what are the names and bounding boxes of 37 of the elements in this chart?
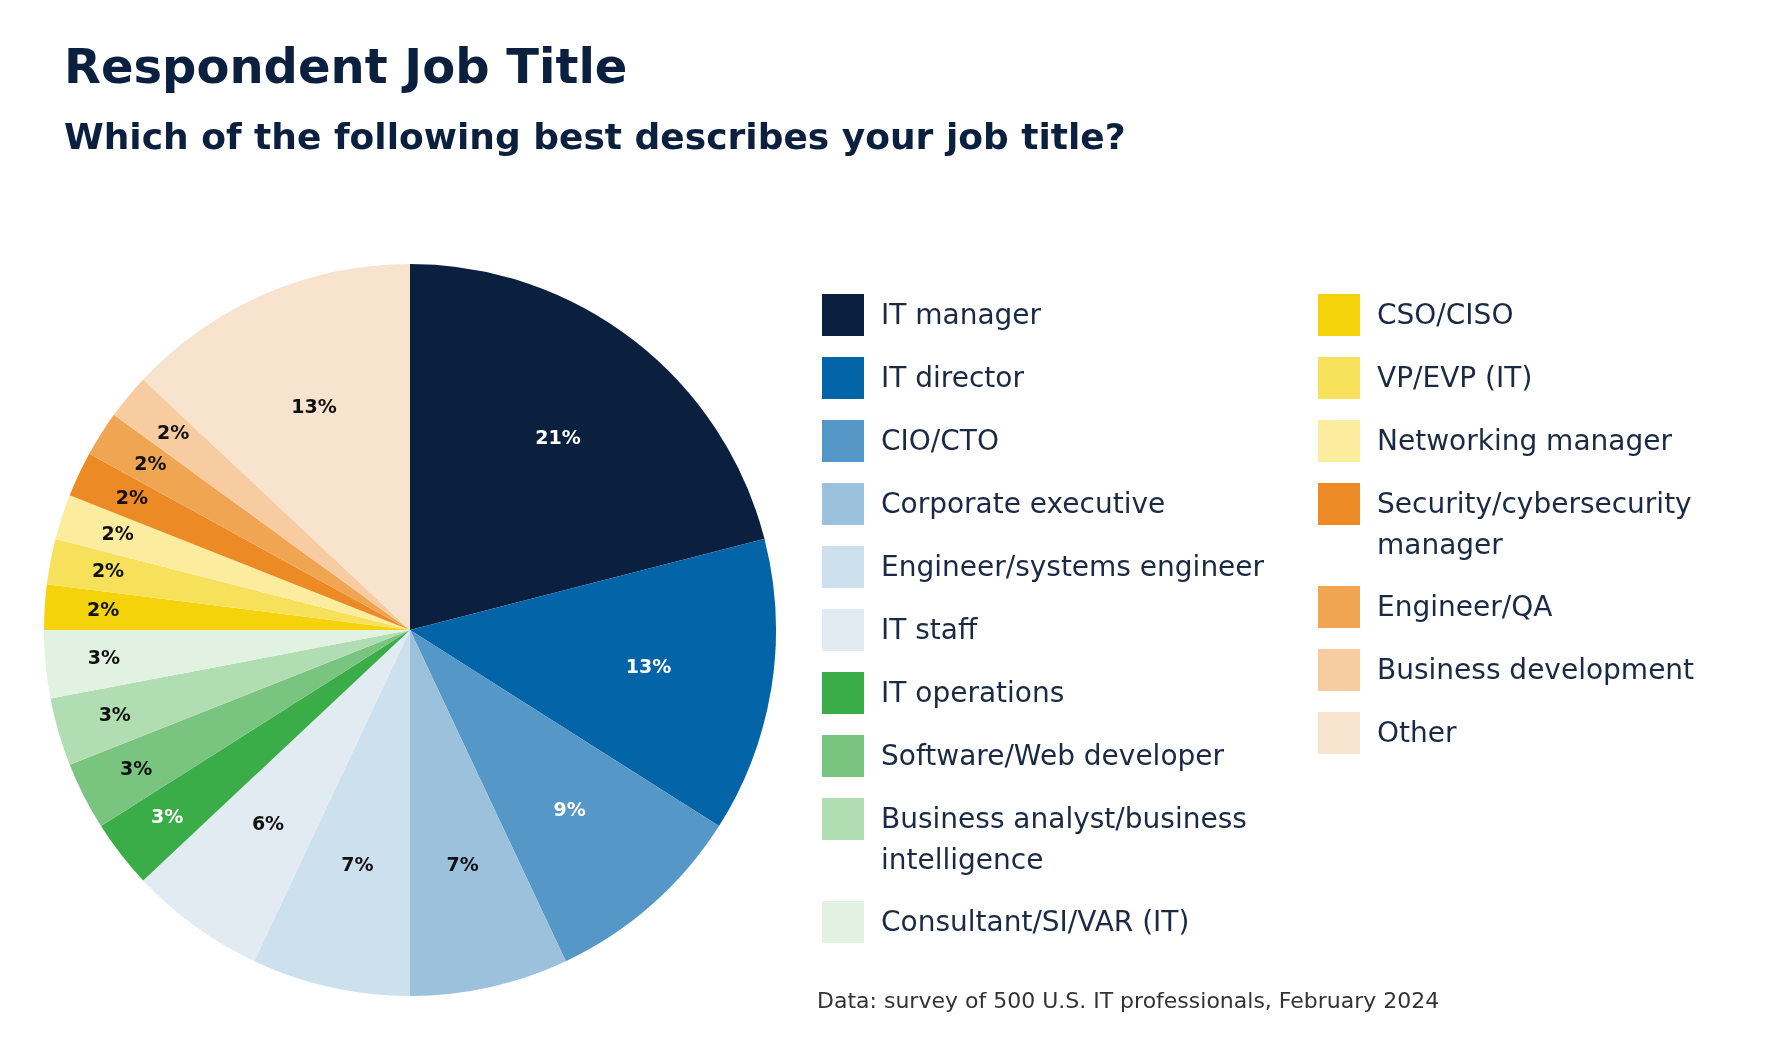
data-label: 7% <box>341 852 374 875</box>
data-label: 13% <box>625 654 672 677</box>
legend-label: CIO/CTO <box>881 423 999 459</box>
legend-label: Business analyst/business intelligence <box>881 801 1248 878</box>
legend-label: IT director <box>881 360 1024 396</box>
legend-label: Corporate executive <box>881 486 1166 522</box>
legend-label: Consultant/SI/VAR (IT) <box>881 904 1190 940</box>
legend-label: IT manager <box>881 297 1042 333</box>
legend-label: Engineer/QA <box>1377 589 1553 625</box>
data-label: 3% <box>119 756 153 779</box>
data-label: 7% <box>446 852 479 875</box>
data-label: 2% <box>87 597 120 620</box>
legend-label: Other <box>1377 715 1457 751</box>
legend-label: Security/cybersecurity manager <box>1377 486 1693 563</box>
data-label: 2% <box>91 559 125 582</box>
data-label: 21% <box>535 426 581 449</box>
data-label: 3% <box>98 702 131 725</box>
data-label: 3% <box>150 805 184 828</box>
legend-label: IT operations <box>881 675 1065 711</box>
data-label: 2% <box>115 486 148 509</box>
chart-subtitle: Which of the following best describes your job title? <box>64 116 1126 157</box>
text: Data: survey of 500 U.S. IT professionals, February 2024 <box>817 988 1440 1013</box>
chart-title: Respondent Job Title <box>64 38 628 94</box>
legend-label: IT staff <box>881 612 978 648</box>
data-label: 9% <box>553 798 586 821</box>
legend-label: Networking manager <box>1377 423 1672 459</box>
data-label: 6% <box>251 812 285 835</box>
legend-label: VP/EVP (IT) <box>1377 360 1533 396</box>
legend-label: Engineer/systems engineer <box>881 549 1265 585</box>
data-label: 3% <box>87 645 121 668</box>
legend-label: Software/Web developer <box>881 738 1225 774</box>
data-label: 13% <box>291 395 337 418</box>
data-label: 2% <box>156 420 190 443</box>
data-label: 2% <box>134 452 167 475</box>
data-label: 2% <box>101 521 134 544</box>
legend-label: Business development <box>1377 652 1695 688</box>
legend-label: CSO/CISO <box>1377 297 1514 333</box>
